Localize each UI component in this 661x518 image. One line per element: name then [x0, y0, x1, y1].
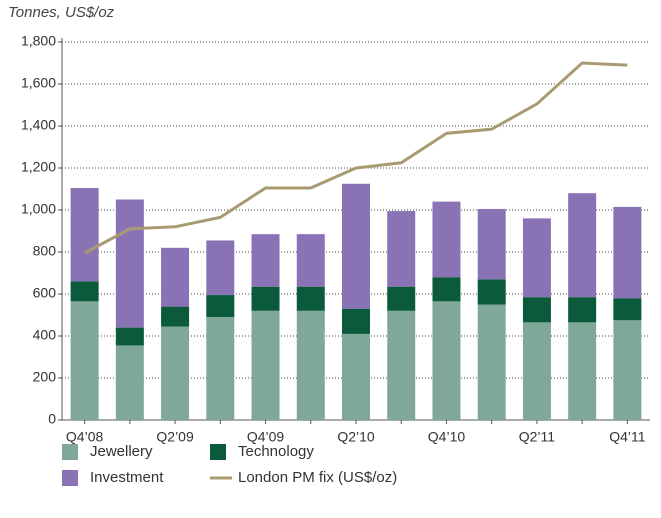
bar-segment: [387, 310, 416, 420]
bar-segment: [568, 193, 597, 298]
x-tick-label: Q4’09: [247, 429, 285, 445]
bar-segment: [342, 183, 370, 309]
y-tick-label: 1,200: [21, 159, 56, 175]
legend-label: Investment: [90, 469, 164, 486]
bar-segment: [432, 201, 461, 278]
legend-label: Technology: [238, 443, 314, 460]
bar-segment: [206, 240, 235, 296]
bar-segment: [161, 247, 190, 307]
bar-segment: [115, 199, 144, 328]
x-tick-label: Q2’11: [519, 429, 556, 445]
bar-segment: [477, 304, 506, 420]
y-tick-label: 1,800: [21, 33, 56, 49]
legend-swatch: [62, 444, 78, 460]
y-tick-label: 1,000: [21, 201, 56, 217]
legend-label: London PM fix (US$/oz): [238, 469, 397, 486]
y-tick-label: 0: [48, 411, 56, 427]
bar-segment: [568, 322, 597, 420]
y-tick-label: 200: [33, 369, 57, 385]
y-tick-label: 1,400: [21, 117, 56, 133]
bar-segment: [477, 279, 506, 305]
y-tick-label: 600: [33, 285, 57, 301]
x-tick-label: Q4’10: [428, 429, 466, 445]
bar-segment: [70, 301, 99, 420]
bar-segment: [296, 234, 325, 287]
bar-segment: [115, 345, 144, 420]
legend-label: Jewellery: [90, 443, 153, 460]
bar-segment: [342, 308, 370, 334]
x-tick-label: Q2’09: [156, 429, 194, 445]
bar-segment: [387, 211, 416, 287]
x-tick-label: Q4’11: [609, 429, 646, 445]
bar-segment: [206, 295, 235, 318]
legend-swatch: [210, 444, 226, 460]
bar-segment: [70, 187, 99, 282]
bar-segment: [477, 208, 506, 280]
bar-segment: [522, 218, 551, 298]
bar-segment: [613, 206, 642, 299]
x-tick-label: Q4’08: [66, 429, 104, 445]
bar-segment: [387, 286, 416, 311]
bar-segment: [206, 317, 235, 420]
y-tick-label: 800: [33, 243, 57, 259]
bar-segment: [161, 306, 190, 327]
bar-segment: [522, 297, 551, 323]
y-axis-label: Tonnes, US$/oz: [8, 4, 115, 21]
bar-segment: [251, 310, 280, 420]
price-line: [83, 61, 628, 255]
x-tick-label: Q2’10: [337, 429, 375, 445]
bar-segment: [115, 327, 144, 346]
bar-segment: [522, 322, 551, 420]
bar-segment: [613, 320, 642, 420]
bar-segment: [568, 297, 597, 323]
bar-segment: [613, 298, 642, 321]
bar-segment: [296, 286, 325, 311]
legend-swatch: [62, 470, 78, 486]
bar-segment: [296, 310, 325, 420]
bar-segment: [432, 301, 461, 420]
y-tick-label: 1,600: [21, 75, 56, 91]
bar-segment: [251, 234, 280, 287]
bar-segment: [432, 277, 461, 302]
bar-segment: [70, 281, 99, 302]
bar-segment: [161, 326, 190, 420]
bar-segment: [251, 286, 280, 311]
y-tick-label: 400: [33, 327, 57, 343]
bar-segment: [342, 333, 370, 420]
